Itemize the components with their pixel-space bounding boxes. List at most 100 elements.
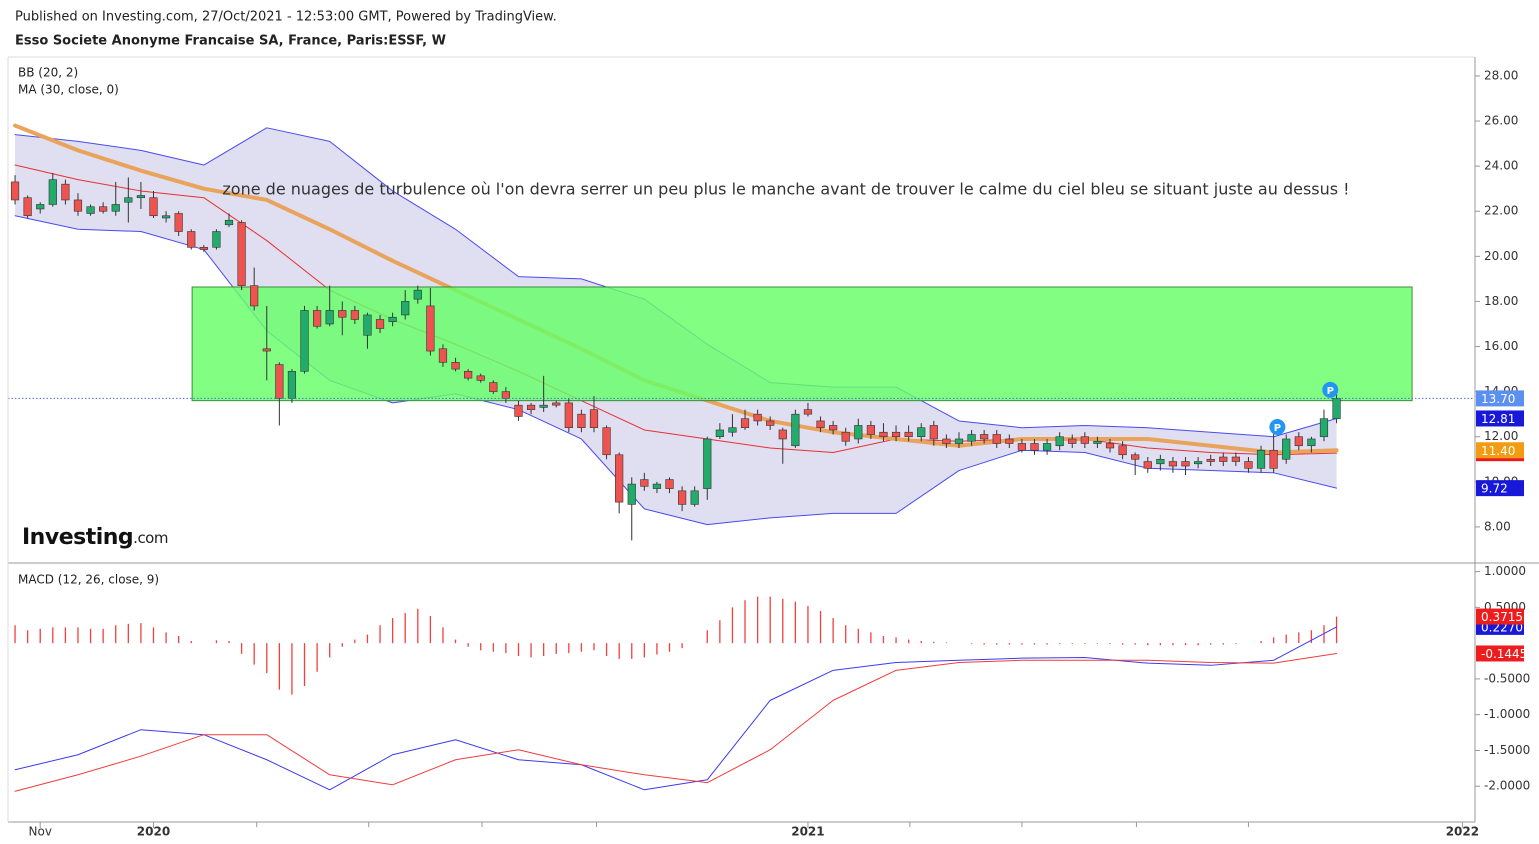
- candle-body: [1219, 456, 1228, 462]
- candle-body: [564, 402, 573, 429]
- candle-body: [677, 490, 687, 505]
- y-tick-label: 24.00: [1484, 159, 1518, 173]
- candle-body: [929, 425, 938, 440]
- candle-body: [1332, 398, 1341, 419]
- candle-body: [1093, 440, 1102, 444]
- candle-body: [313, 310, 322, 327]
- marker: [1269, 419, 1286, 436]
- indicator-label: MA (30, close, 0): [18, 83, 119, 97]
- candle-body: [514, 404, 523, 417]
- candle-body: [1030, 443, 1039, 451]
- candle-body: [1068, 438, 1077, 444]
- x-tick-label: 2022: [1446, 825, 1479, 839]
- candle-body: [338, 310, 347, 318]
- value-tag-label: 9.72: [1481, 482, 1508, 496]
- value-tag-box: [1476, 608, 1524, 625]
- candle-body: [476, 375, 485, 381]
- candle-body: [904, 431, 913, 438]
- indicator-label: BB (20, 2): [18, 66, 78, 80]
- candle-body: [375, 319, 385, 329]
- candle-body: [48, 179, 57, 205]
- candle-body: [451, 362, 460, 370]
- zone-box: [191, 286, 1413, 402]
- candle-body: [942, 438, 951, 444]
- candle-body: [136, 195, 146, 199]
- candle-body: [1017, 443, 1027, 451]
- candle-body: [1256, 449, 1266, 469]
- value-tag: 11.40: [1476, 442, 1524, 459]
- candle-body: [803, 409, 813, 415]
- x-tick-label: Nov: [29, 825, 52, 839]
- candle-body: [224, 219, 234, 226]
- candle-body: [778, 429, 787, 440]
- marker-label: P: [1274, 423, 1281, 434]
- candle-body: [552, 402, 561, 406]
- candle-body: [36, 204, 45, 210]
- candle-body: [539, 404, 548, 408]
- y-tick-label: 26.00: [1484, 114, 1518, 128]
- candle-body: [992, 434, 1001, 444]
- candle-body: [1181, 461, 1190, 467]
- candle-body: [464, 371, 473, 379]
- y-tick-label: 16.00: [1484, 339, 1518, 353]
- candle-body: [1118, 445, 1127, 456]
- candle-body: [652, 483, 662, 489]
- candle-body: [841, 431, 850, 442]
- value-tag: 9.72: [1476, 480, 1524, 497]
- candle-body: [715, 429, 724, 438]
- candle-body: [350, 310, 359, 320]
- candle-body: [791, 413, 800, 447]
- value-tag-box: [1476, 480, 1524, 497]
- candle-body: [1282, 438, 1291, 460]
- candle-body: [237, 222, 246, 286]
- value-tag: 13.70: [1476, 390, 1524, 407]
- logo-suffix: .com: [133, 529, 168, 547]
- y-tick-label: 22.00: [1484, 204, 1518, 218]
- candle-body: [61, 183, 70, 201]
- candle-body: [866, 425, 875, 435]
- candle-body: [212, 231, 221, 248]
- y-tick-label: 18.00: [1484, 294, 1518, 308]
- candle-body: [300, 310, 309, 372]
- value-tag: 12.81: [1476, 410, 1524, 427]
- candle-body: [917, 427, 926, 438]
- marker-label: P: [1327, 386, 1334, 397]
- candle-body: [1055, 436, 1064, 447]
- value-tag-label: 11.40: [1481, 444, 1515, 458]
- candle-body: [615, 454, 624, 503]
- y-tick-label: 28.00: [1484, 68, 1518, 82]
- candle-body: [1143, 461, 1152, 469]
- candle-body: [262, 348, 271, 352]
- candle-body: [690, 490, 699, 505]
- candle-body: [1307, 438, 1316, 447]
- candle-body: [1042, 443, 1052, 451]
- candle-body: [1168, 461, 1178, 467]
- indicator-line: [14, 164, 1338, 456]
- candle-body: [489, 382, 498, 392]
- candle-body: [854, 425, 863, 440]
- candle-body: [199, 247, 208, 250]
- candle-body: [187, 231, 196, 248]
- candle-body: [740, 418, 750, 429]
- candle-body: [124, 197, 133, 203]
- candle-body: [967, 434, 976, 442]
- candle-body: [1269, 449, 1278, 469]
- candle-body: [287, 371, 297, 399]
- value-tag-label: 13.70: [1481, 392, 1515, 406]
- candle-body: [413, 289, 422, 300]
- candle-body: [980, 434, 989, 440]
- plot-layer: 8.0010.0012.0014.0016.0018.0020.0022.002…: [8, 68, 1530, 839]
- candle-body: [640, 479, 649, 487]
- annotation: zone de nuages de turbulence où l'on dev…: [222, 180, 1349, 199]
- candle-body: [99, 206, 108, 212]
- candle-body: [1105, 443, 1115, 449]
- y-tick-label: 12.00: [1484, 429, 1518, 443]
- candle-body: [1294, 436, 1303, 447]
- logo-word: Investing: [22, 525, 133, 550]
- indicator-line: [14, 652, 1338, 792]
- candle-body: [879, 431, 888, 438]
- candle-body: [703, 438, 712, 489]
- value-tag-box: [1476, 390, 1524, 407]
